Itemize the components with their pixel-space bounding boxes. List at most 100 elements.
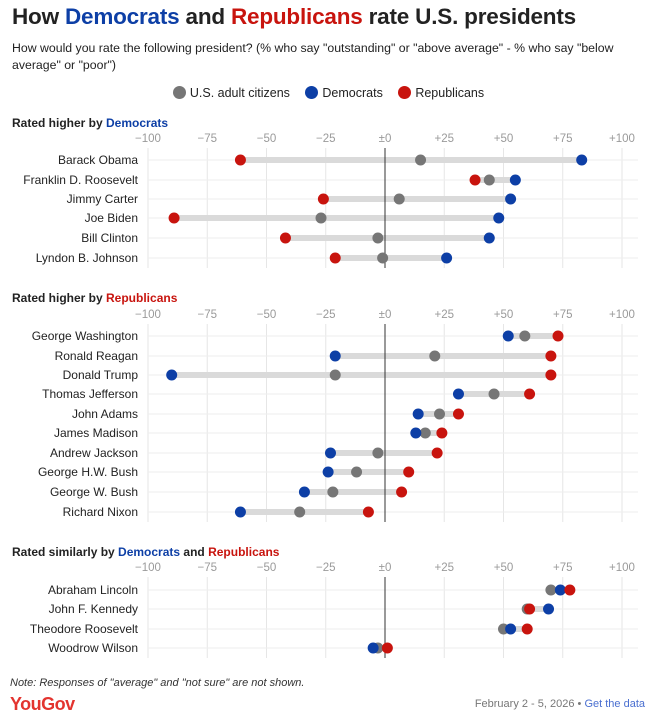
title-part-1: How — [12, 4, 65, 29]
dot-adults — [294, 506, 306, 518]
row-label: Thomas Jefferson — [42, 387, 138, 401]
row-label: Andrew Jackson — [50, 446, 138, 460]
dot-adults — [329, 369, 341, 381]
tick-label: −75 — [197, 562, 217, 574]
tick-label: +25 — [434, 562, 454, 574]
dot-democrats — [324, 447, 336, 459]
tick-label: +50 — [494, 562, 514, 574]
dot-democrats — [410, 427, 422, 439]
dot-republicans — [452, 408, 464, 420]
row-label: George H.W. Bush — [38, 465, 138, 479]
tick-label: +100 — [609, 562, 635, 574]
dot-democrats — [505, 193, 517, 205]
dot-republicans — [381, 642, 393, 654]
tick-label: +75 — [553, 133, 573, 145]
chart-subtitle: How would you rate the following preside… — [12, 41, 614, 72]
dot-democrats — [452, 388, 464, 400]
tick-label: −25 — [316, 562, 336, 574]
dot-democrats — [234, 506, 246, 518]
row-label: Theodore Roosevelt — [30, 622, 139, 636]
legend-label-republicans: Republicans — [415, 86, 485, 100]
dot-democrats — [543, 603, 555, 615]
legend-item-republicans: Republicans — [398, 86, 484, 100]
dot-adults — [372, 232, 384, 244]
footnote: Note: Responses of "average" and "not su… — [10, 677, 305, 689]
section-title-party: Republicans — [106, 291, 178, 305]
get-data-link[interactable]: Get the data — [584, 698, 645, 710]
dot-democrats — [441, 252, 453, 264]
dot-republicans — [362, 506, 374, 518]
dot-democrats — [329, 350, 341, 362]
title-part-3: and — [179, 4, 231, 29]
tick-label: ±0 — [379, 562, 392, 574]
tick-label: −75 — [197, 133, 217, 145]
tick-label: −100 — [135, 309, 161, 321]
dot-adults — [327, 486, 339, 498]
legend-dot-republicans — [398, 86, 412, 99]
dot-republicans — [436, 427, 448, 439]
dot-democrats — [505, 623, 517, 635]
dot-adults — [488, 388, 500, 400]
section-title-mid: and — [180, 545, 209, 559]
tick-label: −25 — [316, 133, 336, 145]
tick-label: −50 — [257, 562, 277, 574]
survey-date: February 2 - 5, 2026 — [474, 698, 575, 710]
row-label: Bill Clinton — [81, 231, 138, 245]
dot-democrats — [502, 330, 514, 342]
dot-adults — [483, 174, 495, 186]
dot-republicans — [168, 212, 180, 224]
dot-democrats — [298, 486, 310, 498]
title-part-5: rate U.S. presidents — [362, 4, 577, 29]
tick-label: +25 — [434, 309, 454, 321]
legend-label-adults: U.S. adult citizens — [189, 86, 290, 100]
dot-republicans — [524, 388, 536, 400]
row-label: Woodrow Wilson — [48, 641, 138, 655]
section-title-party: Democrats — [106, 116, 169, 130]
dot-adults — [545, 584, 557, 596]
tick-label: +75 — [553, 562, 573, 574]
dot-republicans — [396, 486, 408, 498]
legend-dot-adults — [172, 86, 186, 99]
legend-item-adults: U.S. adult citizens — [172, 86, 290, 100]
section-title-prefix: Rated higher by — [12, 116, 107, 130]
dot-democrats — [166, 369, 178, 381]
legend: U.S. adult citizens Democrats Republican… — [0, 86, 657, 100]
section-title-democrats: Rated higher by Democrats — [12, 116, 168, 130]
section-title-republicans: Rated higher by Republicans — [12, 291, 177, 305]
dot-adults — [351, 466, 363, 478]
tick-label: −100 — [135, 133, 161, 145]
footer-source: February 2 - 5, 2026 • Get the data — [475, 698, 645, 710]
dot-adults — [429, 350, 441, 362]
dot-republicans — [403, 466, 415, 478]
dot-republicans — [524, 603, 536, 615]
title-republicans: Republicans — [230, 4, 363, 29]
dot-republicans — [564, 584, 576, 596]
section-title-similar: Rated similarly by Democrats and Republi… — [12, 545, 279, 559]
row-label: George Washington — [32, 329, 138, 343]
row-label: Donald Trump — [63, 368, 139, 382]
dot-republicans — [431, 447, 443, 459]
row-label: Franklin D. Roosevelt — [23, 173, 138, 187]
dot-democrats — [509, 174, 521, 186]
title-democrats: Democrats — [64, 4, 180, 29]
dot-adults — [434, 408, 446, 420]
tick-label: +75 — [553, 309, 573, 321]
section-title-party: Democrats — [118, 545, 181, 559]
dot-adults — [419, 427, 431, 439]
dot-democrats — [493, 212, 505, 224]
row-label: Barack Obama — [58, 153, 138, 167]
tick-label: +50 — [494, 133, 514, 145]
tick-label: +25 — [434, 133, 454, 145]
dot-republicans — [469, 174, 481, 186]
tick-label: −25 — [316, 309, 336, 321]
dot-adults — [519, 330, 531, 342]
row-label: Abraham Lincoln — [48, 583, 138, 597]
tick-label: −100 — [135, 562, 161, 574]
tick-label: ±0 — [379, 309, 392, 321]
dot-adults — [377, 252, 389, 264]
row-label: James Madison — [54, 426, 138, 440]
row-label: Joe Biden — [85, 211, 138, 225]
row-label: John F. Kennedy — [49, 602, 138, 616]
chart-title: How Democrats and Republicans rate U.S. … — [12, 4, 576, 30]
